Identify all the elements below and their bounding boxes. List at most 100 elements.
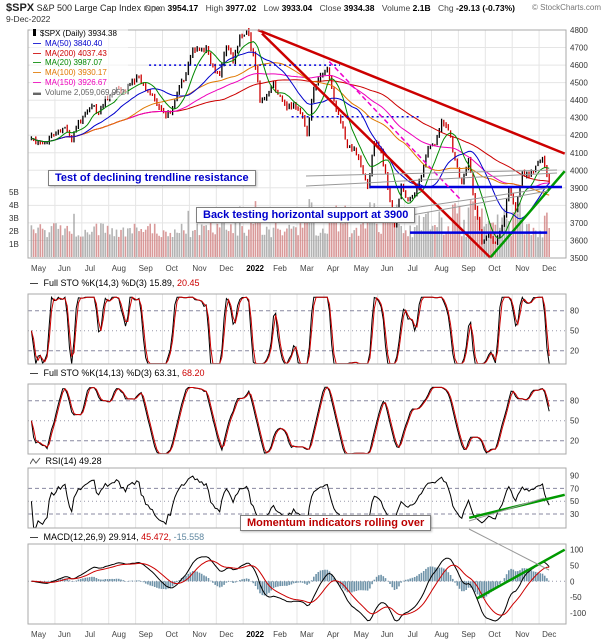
- indicator-line-icon: [30, 283, 38, 285]
- legend-item-ma20: — MA(20) 3987.07: [33, 58, 125, 68]
- low-value: 3933.04: [281, 3, 313, 13]
- line-marker-icon: —: [33, 38, 41, 48]
- svg-text:Oct: Oct: [166, 264, 179, 273]
- indicator-name: Full STO %K(14,13) %D(3): [43, 368, 152, 378]
- svg-text:4B: 4B: [9, 201, 19, 210]
- low-label: Low: [263, 3, 280, 13]
- svg-text:Sep: Sep: [139, 264, 154, 273]
- svg-text:Sep: Sep: [461, 630, 476, 639]
- legend-text: MA(100) 3930.17: [45, 68, 107, 78]
- svg-text:May: May: [31, 264, 46, 273]
- sto-k-value: 63.31,: [154, 368, 180, 378]
- legend-item-ma100: — MA(100) 3930.17: [33, 68, 125, 78]
- chg-value: -29.13 (-0.73%): [455, 3, 515, 13]
- legend-item-ma50: — MA(50) 3840.40: [33, 39, 125, 49]
- quote-summary: Open 3954.17 High 3977.02 Low 3933.04 Cl…: [139, 3, 515, 13]
- high-value: 3977.02: [225, 3, 257, 13]
- high-label: High: [205, 3, 224, 13]
- open-label: Open: [144, 3, 166, 13]
- legend-text: Volume 2,059,069,952: [45, 87, 126, 97]
- svg-text:Mar: Mar: [300, 630, 314, 639]
- svg-text:Dec: Dec: [219, 630, 233, 639]
- macd-signal-value: 45.472,: [141, 532, 172, 542]
- legend-text: MA(20) 3987.07: [45, 58, 103, 68]
- svg-text:4800: 4800: [570, 26, 588, 35]
- chart-header: $SPX S&P 500 Large Cap Index INDX Open 3…: [6, 2, 601, 26]
- indicator-line-icon: [30, 373, 38, 375]
- svg-text:80: 80: [570, 307, 579, 316]
- svg-text:4000: 4000: [570, 166, 588, 175]
- volume-value: 2.1B: [412, 3, 431, 13]
- legend-text: $SPX (Daily) 3934.38: [40, 29, 117, 38]
- svg-text:50: 50: [570, 417, 579, 426]
- index-name: S&P 500 Large Cap Index: [36, 3, 142, 13]
- rsi-zigzag-icon: [29, 457, 41, 465]
- line-marker-icon: —: [33, 77, 41, 87]
- volume-label: Volume: [381, 3, 411, 13]
- legend-item-ma150: — MA(150) 3926.67: [33, 78, 125, 88]
- svg-text:Sep: Sep: [461, 264, 476, 273]
- line-marker-icon: —: [33, 68, 41, 78]
- svg-text:5B: 5B: [9, 188, 19, 197]
- sto-fast-pane: [30, 295, 550, 365]
- legend-text: MA(200) 4037.43: [45, 48, 107, 58]
- svg-text:3900: 3900: [570, 184, 588, 193]
- annotation-momentum-rolling: Momentum indicators rolling over: [240, 515, 432, 531]
- svg-text:Apr: Apr: [327, 264, 340, 273]
- svg-text:4600: 4600: [570, 61, 588, 70]
- axis-labels: 3500 3600 3700 3800 3900 4000 4100 4200 4300 4400…: [9, 26, 588, 639]
- svg-text:Feb: Feb: [273, 264, 287, 273]
- open-value: 3954.17: [167, 3, 199, 13]
- svg-text:50: 50: [570, 562, 579, 571]
- svg-text:4400: 4400: [570, 96, 588, 105]
- svg-text:Dec: Dec: [542, 630, 556, 639]
- svg-text:Jun: Jun: [381, 630, 394, 639]
- sto-d-value: 68.20: [181, 368, 205, 378]
- indicator-name: Full STO %K(14,3) %D(3): [43, 278, 147, 288]
- svg-text:80: 80: [570, 397, 579, 406]
- svg-text:Jul: Jul: [85, 264, 95, 273]
- chart-date: 9-Dec-2022: [6, 14, 51, 24]
- svg-text:0: 0: [570, 577, 575, 586]
- sto-d-value: 20.45: [176, 278, 200, 288]
- sto-k-value: 15.89,: [149, 278, 175, 288]
- svg-text:3600: 3600: [570, 236, 588, 245]
- svg-text:Oct: Oct: [488, 630, 501, 639]
- candle-icon: [33, 29, 36, 36]
- svg-text:Dec: Dec: [219, 264, 233, 273]
- line-marker-icon: —: [33, 58, 41, 68]
- svg-text:20: 20: [570, 347, 579, 356]
- svg-text:4200: 4200: [570, 131, 588, 140]
- annotation-pointers: [305, 169, 558, 571]
- line-marker-icon: ▬: [33, 87, 41, 97]
- svg-text:Nov: Nov: [192, 264, 206, 273]
- svg-text:Aug: Aug: [112, 264, 126, 273]
- svg-text:3500: 3500: [570, 254, 588, 263]
- svg-text:Jul: Jul: [408, 264, 418, 273]
- svg-text:90: 90: [570, 472, 579, 481]
- legend-item-ma200: — MA(200) 4037.43: [33, 49, 125, 59]
- svg-text:Mar: Mar: [300, 264, 314, 273]
- macd-label: MACD(12,26,9) 29.914, 45.472, -15.558: [30, 532, 204, 542]
- svg-text:4500: 4500: [570, 79, 588, 88]
- rsi-value: 49.28: [79, 456, 102, 466]
- indicator-name: MACD(12,26,9): [43, 532, 107, 542]
- svg-text:Nov: Nov: [515, 264, 529, 273]
- close-label: Close: [319, 3, 342, 13]
- svg-text:Nov: Nov: [192, 630, 206, 639]
- line-marker-icon: —: [33, 48, 41, 58]
- svg-text:70: 70: [570, 484, 579, 493]
- sto-slow-label: Full STO %K(14,13) %D(3) 63.31, 68.20: [30, 368, 204, 378]
- svg-text:2B: 2B: [9, 227, 19, 236]
- sto-slow-pane: [30, 386, 550, 455]
- svg-text:Jun: Jun: [58, 630, 71, 639]
- svg-text:100: 100: [570, 546, 584, 555]
- macd-hist-value: -15.558: [173, 532, 205, 542]
- svg-text:50: 50: [570, 497, 579, 506]
- svg-text:Feb: Feb: [273, 630, 287, 639]
- svg-text:3700: 3700: [570, 219, 588, 228]
- svg-text:Aug: Aug: [435, 630, 449, 639]
- rsi-pane: [30, 475, 550, 529]
